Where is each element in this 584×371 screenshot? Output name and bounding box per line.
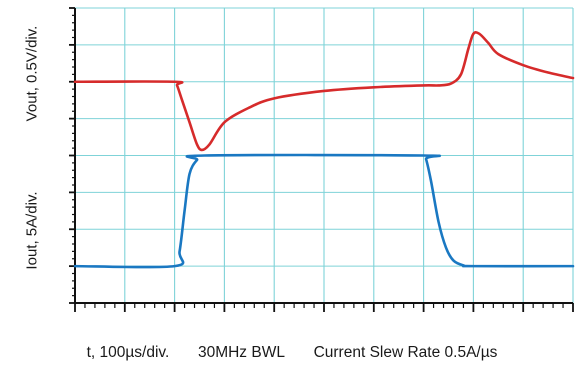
time-scale-label: t, 100µs/div. (86, 344, 170, 361)
bandwidth-label: 30MHz BWL (197, 344, 285, 361)
slew-rate-label: Current Slew Rate 0.5A/µs (313, 344, 498, 361)
y-axis-label-vout: Vout, 0.5V/div. (23, 25, 41, 122)
series-line-iout (73, 153, 575, 269)
series-line-vout (73, 31, 575, 152)
traces (73, 31, 575, 269)
footer-caption: t, 100µs/div. 30MHz BWL Current Slew Rat… (0, 344, 584, 362)
axes (69, 7, 574, 312)
y-axis-label-iout: Iout, 5A/div. (23, 191, 41, 270)
